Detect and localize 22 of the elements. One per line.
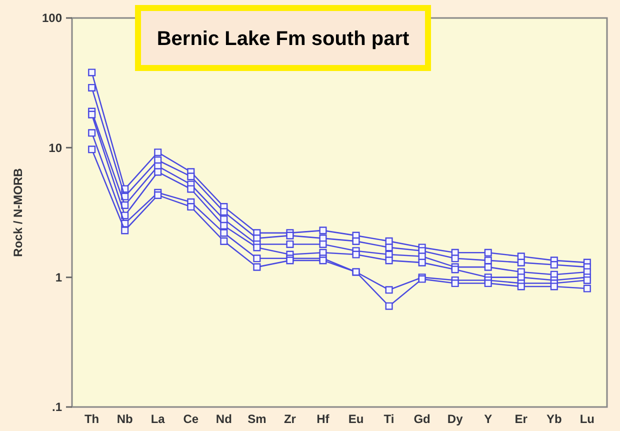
x-tick-label: Yb <box>546 412 562 426</box>
x-tick-label: Dy <box>447 412 464 426</box>
x-tick-label: Nb <box>116 412 133 426</box>
x-tick-label: Zr <box>284 412 296 426</box>
x-tick-label: Er <box>514 412 528 426</box>
y-tick-label: 10 <box>48 140 62 155</box>
y-tick-label: 1 <box>55 270 62 285</box>
y-tick-label: 100 <box>42 11 62 26</box>
x-tick-label: Th <box>84 412 100 426</box>
x-tick-label: Y <box>484 412 492 426</box>
x-tick-label: Hf <box>316 412 330 426</box>
y-tick-label: .1 <box>52 400 62 414</box>
x-tick-label: Gd <box>414 412 430 426</box>
x-tick-label: Lu <box>580 412 595 426</box>
x-tick-label: Ti <box>384 412 394 426</box>
x-tick-label: Sm <box>248 412 266 426</box>
x-tick-label: Ce <box>183 412 199 426</box>
x-tick-label: Eu <box>348 412 364 426</box>
x-tick-label: Nd <box>216 412 232 426</box>
x-tick-label: La <box>150 412 166 426</box>
y-axis-title: Rock / N-MORB <box>11 168 25 257</box>
text: Bernic Lake Fm south part <box>156 28 410 50</box>
